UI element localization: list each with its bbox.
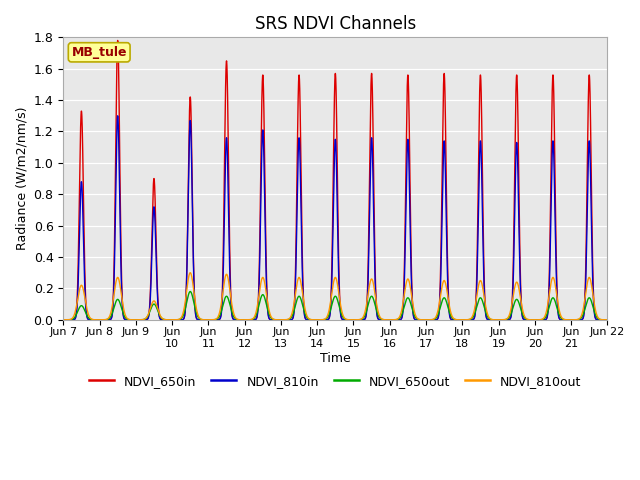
Text: MB_tule: MB_tule	[72, 46, 127, 59]
Title: SRS NDVI Channels: SRS NDVI Channels	[255, 15, 416, 33]
NDVI_810in	[410, 316, 418, 322]
X-axis label: Time: Time	[320, 352, 351, 365]
NDVI_810in	[604, 317, 611, 323]
NDVI_650out	[410, 312, 418, 318]
NDVI_810out	[602, 317, 609, 323]
NDVI_650out	[602, 317, 609, 323]
NDVI_650in	[60, 317, 67, 323]
Line: NDVI_810in: NDVI_810in	[63, 116, 607, 320]
NDVI_810out	[410, 309, 418, 314]
Line: NDVI_650in: NDVI_650in	[63, 40, 607, 320]
NDVI_810out	[60, 317, 67, 323]
NDVI_650in	[170, 317, 178, 323]
NDVI_810out	[263, 296, 271, 301]
NDVI_810in	[60, 317, 67, 323]
NDVI_650out	[60, 317, 67, 323]
Y-axis label: Radiance (W/m2/nm/s): Radiance (W/m2/nm/s)	[15, 107, 28, 250]
NDVI_650in	[488, 317, 495, 323]
NDVI_810in	[263, 297, 271, 303]
NDVI_810out	[488, 316, 495, 322]
NDVI_650in	[263, 291, 271, 297]
NDVI_810out	[186, 270, 194, 276]
NDVI_650out	[488, 317, 495, 323]
NDVI_650in	[176, 317, 184, 323]
Line: NDVI_810out: NDVI_810out	[63, 273, 607, 320]
NDVI_650out	[186, 288, 194, 294]
NDVI_650out	[263, 304, 271, 310]
Line: NDVI_650out: NDVI_650out	[63, 291, 607, 320]
NDVI_650out	[604, 317, 611, 323]
NDVI_810in	[176, 317, 184, 323]
NDVI_650in	[410, 316, 418, 322]
NDVI_650in	[114, 37, 122, 43]
NDVI_810out	[604, 317, 611, 323]
NDVI_650out	[176, 316, 184, 322]
NDVI_810out	[170, 317, 178, 323]
NDVI_810out	[176, 316, 184, 322]
NDVI_650in	[604, 317, 611, 323]
NDVI_810in	[602, 317, 609, 323]
Legend: NDVI_650in, NDVI_810in, NDVI_650out, NDVI_810out: NDVI_650in, NDVI_810in, NDVI_650out, NDV…	[84, 370, 587, 393]
NDVI_810in	[114, 113, 122, 119]
NDVI_810in	[170, 317, 178, 323]
NDVI_810in	[488, 317, 495, 323]
NDVI_650in	[602, 317, 609, 323]
NDVI_650out	[170, 317, 178, 323]
